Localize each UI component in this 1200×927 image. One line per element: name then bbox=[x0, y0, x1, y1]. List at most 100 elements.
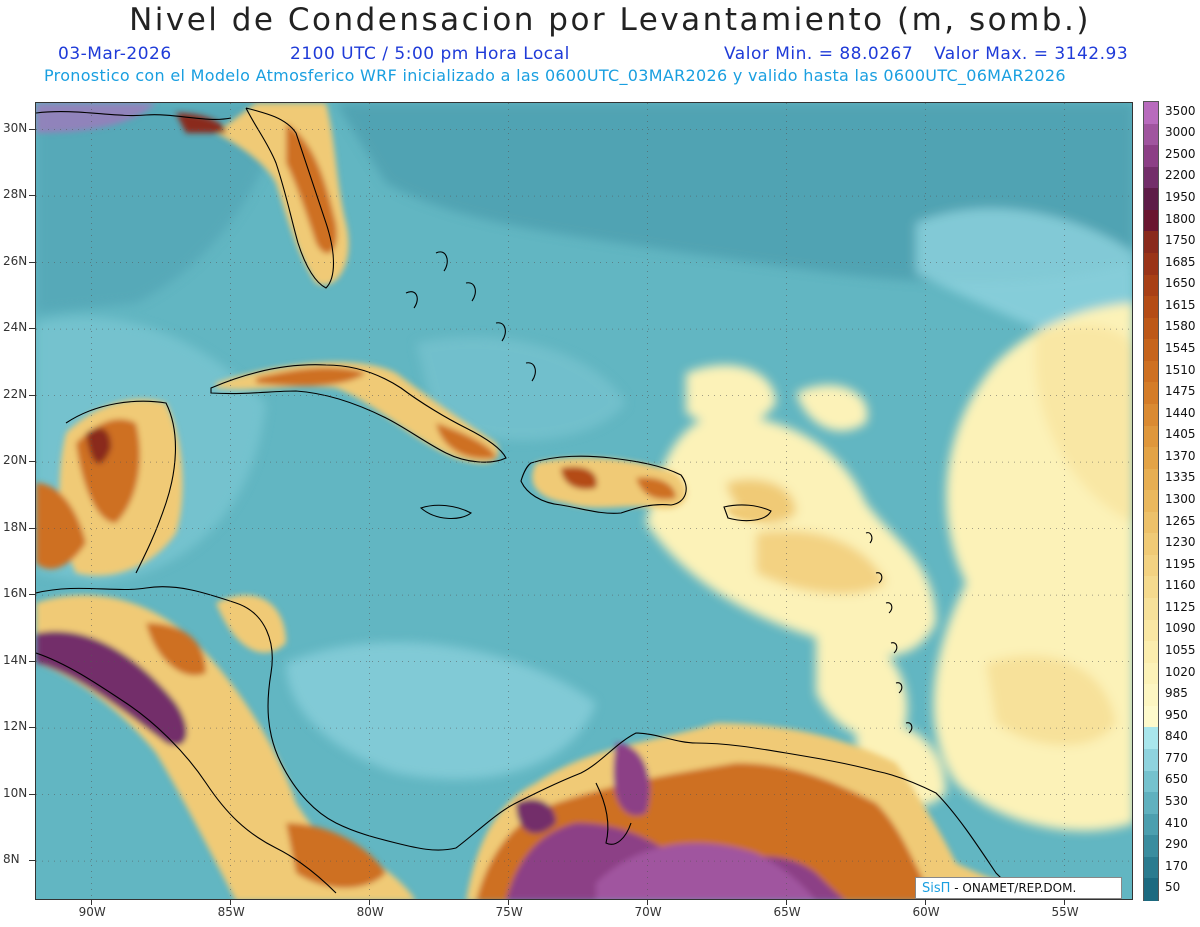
colorbar-label: 3000 bbox=[1165, 125, 1196, 140]
colorbar-swatch bbox=[1144, 447, 1158, 470]
lat-label: 8N bbox=[3, 852, 20, 867]
value-max: Valor Max. = 3142.93 bbox=[934, 44, 1129, 64]
colorbar-label: 1545 bbox=[1165, 341, 1196, 356]
lat-label: 20N bbox=[3, 453, 28, 468]
lat-tick bbox=[29, 527, 35, 529]
colorbar-swatch bbox=[1144, 856, 1158, 880]
lat-tick bbox=[29, 793, 35, 795]
graticule bbox=[36, 103, 1132, 899]
lat-tick bbox=[29, 261, 35, 263]
colorbar-label: 1055 bbox=[1165, 642, 1196, 657]
puerto-rico-coast bbox=[723, 504, 772, 522]
colorbar-label: 1440 bbox=[1165, 405, 1196, 420]
colorbar-label: 2500 bbox=[1165, 146, 1196, 161]
lon-label: 90W bbox=[78, 905, 106, 919]
colorbar-label: 1125 bbox=[1165, 599, 1196, 614]
colorbar-swatch bbox=[1144, 619, 1158, 642]
lon-label: 85W bbox=[217, 905, 245, 919]
colorbar-swatch bbox=[1144, 123, 1158, 146]
colorbar-swatch bbox=[1144, 490, 1158, 513]
colorbar-swatch bbox=[1144, 145, 1158, 168]
colorbar-label: 1230 bbox=[1165, 535, 1196, 550]
logo-box: SisΠ - ONAMET/REP.DOM. bbox=[915, 877, 1122, 899]
colorbar-swatch bbox=[1144, 511, 1158, 534]
cuba-coast bbox=[210, 364, 507, 463]
lon-tick bbox=[507, 900, 509, 905]
colorbar-swatch bbox=[1144, 403, 1158, 427]
colorbar-label: 1475 bbox=[1165, 384, 1196, 399]
jamaica-coast bbox=[419, 504, 472, 519]
sispi-logo: SisΠ bbox=[922, 881, 951, 896]
lon-tick bbox=[1063, 900, 1065, 905]
colorbar-label: 950 bbox=[1165, 707, 1188, 722]
colorbar-label: 985 bbox=[1165, 686, 1188, 701]
lat-tick bbox=[29, 328, 35, 330]
colorbar-swatch bbox=[1144, 749, 1158, 772]
lon-label: 65W bbox=[773, 905, 801, 919]
colorbar-swatch bbox=[1144, 705, 1158, 729]
colorbar-label: 290 bbox=[1165, 837, 1188, 852]
lat-tick bbox=[29, 660, 35, 662]
colorbar-swatch bbox=[1144, 339, 1158, 362]
colorbar-label: 1265 bbox=[1165, 513, 1196, 528]
lat-tick bbox=[29, 128, 35, 130]
colorbar-label: 1335 bbox=[1165, 470, 1196, 485]
lcl-shaded-map bbox=[36, 103, 1132, 899]
map-title: Nivel de Condensacion por Levantamiento … bbox=[129, 2, 1091, 38]
colorbar bbox=[1143, 101, 1159, 901]
colorbar-label: 1090 bbox=[1165, 621, 1196, 636]
lon-label: 55W bbox=[1051, 905, 1079, 919]
lat-label: 24N bbox=[3, 320, 28, 335]
colorbar-label: 1750 bbox=[1165, 233, 1196, 248]
hispaniola-coast bbox=[520, 455, 687, 514]
lat-tick bbox=[29, 594, 35, 596]
lesser-antilles-coast bbox=[865, 532, 913, 734]
lon-tick bbox=[229, 900, 231, 905]
colorbar-swatch bbox=[1144, 425, 1158, 448]
colorbar-swatch bbox=[1144, 662, 1158, 685]
colorbar-label: 410 bbox=[1165, 815, 1188, 830]
colorbar-swatch bbox=[1144, 360, 1158, 383]
colorbar-label: 2200 bbox=[1165, 168, 1196, 183]
colorbar-swatch bbox=[1144, 684, 1158, 707]
colorbar-label: 1685 bbox=[1165, 254, 1196, 269]
map-area bbox=[35, 102, 1133, 900]
colorbar-swatch bbox=[1144, 231, 1158, 254]
colorbar-swatch bbox=[1144, 252, 1158, 276]
colorbar-swatch bbox=[1144, 576, 1158, 599]
colorbar-label: 1580 bbox=[1165, 319, 1196, 334]
colorbar-label: 1800 bbox=[1165, 211, 1196, 226]
colorbar-label: 1195 bbox=[1165, 556, 1196, 571]
colorbar-label: 1300 bbox=[1165, 492, 1196, 506]
lon-tick bbox=[924, 900, 926, 905]
forecast-time: 2100 UTC / 5:00 pm Hora Local bbox=[290, 44, 570, 64]
lat-label: 10N bbox=[3, 785, 28, 800]
lat-label: 12N bbox=[3, 719, 28, 734]
lon-tick bbox=[368, 900, 370, 905]
colorbar-swatch bbox=[1144, 317, 1158, 340]
lat-label: 14N bbox=[3, 652, 28, 667]
coastlines bbox=[36, 107, 1030, 899]
south-america-coast bbox=[455, 732, 1030, 899]
colorbar-label: 3500 bbox=[1165, 103, 1196, 118]
lat-label: 26N bbox=[3, 253, 28, 268]
colorbar-swatch bbox=[1144, 792, 1158, 815]
colorbar-label: 1650 bbox=[1165, 276, 1196, 291]
logo-text: - ONAMET/REP.DOM. bbox=[954, 881, 1077, 895]
colorbar-label: 530 bbox=[1165, 793, 1188, 808]
maracaibo-coast bbox=[595, 782, 632, 845]
lon-tick bbox=[646, 900, 648, 905]
florida-coast bbox=[245, 107, 334, 289]
colorbar-swatch bbox=[1144, 188, 1158, 211]
yucatan-coast bbox=[65, 400, 177, 574]
colorbar-swatch bbox=[1144, 554, 1158, 578]
lat-label: 18N bbox=[3, 519, 28, 534]
colorbar-swatch bbox=[1144, 533, 1158, 556]
lat-label: 16N bbox=[3, 586, 28, 601]
colorbar-swatch bbox=[1144, 770, 1158, 793]
gulf-coast bbox=[36, 111, 232, 120]
field-shading bbox=[36, 103, 1132, 831]
lon-label: 80W bbox=[356, 905, 384, 919]
lat-tick bbox=[29, 860, 35, 862]
colorbar-swatch bbox=[1144, 835, 1158, 858]
